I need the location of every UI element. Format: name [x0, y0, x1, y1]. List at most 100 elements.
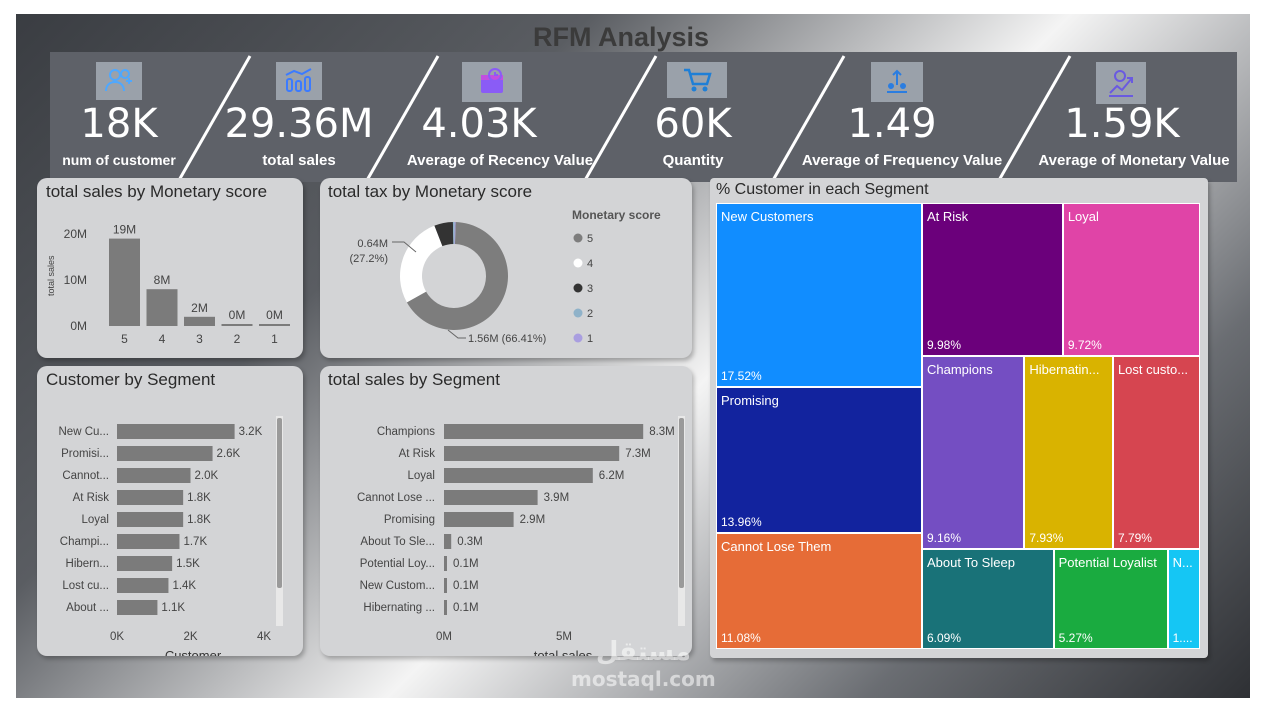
chart-title: total sales by Segment — [328, 370, 500, 389]
y-tick-label: 0M — [70, 319, 87, 333]
treemap-value: 11.08% — [721, 630, 761, 645]
legend-label: 2 — [587, 308, 593, 320]
treemap-value: 9.98% — [926, 337, 962, 352]
kpi-card-customers[interactable]: 18K num of customer — [50, 52, 188, 182]
panel-sales-by-segment[interactable]: total sales by Segment Champions 8.3M At R… — [320, 366, 692, 656]
pie-slice — [452, 222, 455, 245]
legend-label: 5 — [587, 233, 593, 245]
treemap-tile[interactable]: N... 1.... — [1167, 549, 1200, 649]
kpi-label: num of customer — [62, 152, 176, 168]
bar — [117, 600, 158, 615]
kpi-card-frequency[interactable]: 1.49 Average of Frequency Value — [802, 52, 1002, 182]
y-tick-label: Hibern... — [66, 558, 109, 570]
treemap-tile[interactable]: Loyal 9.72% — [1062, 203, 1200, 356]
data-label: 7.3M — [625, 448, 651, 460]
treemap-label: Promising — [721, 392, 779, 408]
bar — [117, 578, 169, 593]
panel-sales-by-monetary[interactable]: total sales by Monetary score 0M 10M 20M to… — [37, 178, 303, 358]
treemap-tile[interactable]: Champions 9.16% — [921, 355, 1025, 550]
panel-customer-by-segment[interactable]: Customer by Segment New Cu... 3.2K Promisi… — [37, 366, 303, 656]
data-label: 0.1M — [453, 602, 479, 614]
y-tick-label: At Risk — [399, 448, 436, 460]
treemap-value: 6.09% — [926, 630, 962, 645]
treemap-label: Cannot Lose Them — [721, 538, 832, 554]
x-axis-label: total sales — [534, 648, 593, 656]
treemap-value: 17.52% — [721, 368, 762, 383]
bar — [444, 534, 452, 549]
kpi-value: 60K — [654, 101, 732, 147]
treemap-label: Potential Loyalist — [1058, 555, 1157, 571]
treemap-value: 13.96% — [721, 514, 762, 529]
data-label: 2.6K — [217, 448, 241, 460]
kpi-label: Quantity — [662, 152, 724, 169]
bar — [184, 316, 215, 326]
pie-slice — [434, 222, 454, 247]
treemap-value: 7.79% — [1117, 531, 1152, 546]
treemap-tile[interactable]: Lost custo... 7.79% — [1112, 355, 1200, 550]
kpi-label: total sales — [262, 152, 336, 169]
treemap-label: About To Sleep — [926, 555, 1015, 571]
calendar-clock-icon — [462, 62, 522, 102]
y-tick-label: Champi... — [60, 536, 109, 548]
treemap-label: Champions — [926, 361, 993, 377]
bar — [444, 512, 514, 527]
legend-label: 1 — [587, 333, 593, 345]
kpi-value: 29.36M — [224, 101, 374, 147]
kpi-label: Average of Monetary Value — [1038, 152, 1230, 169]
treemap-value: 5.27% — [1058, 630, 1093, 645]
treemap-tile[interactable]: New Customers 17.52% — [716, 203, 922, 387]
panel-customer-pct-segment[interactable]: % Customer in each Segment New Customers… — [710, 178, 1208, 658]
bar — [117, 512, 184, 527]
watermark-arabic: مستقل — [595, 637, 691, 667]
treemap-tile[interactable]: At Risk 9.98% — [921, 203, 1063, 356]
y-tick-label: Champions — [377, 426, 435, 438]
bar — [444, 578, 447, 593]
kpi-card-monetary[interactable]: 1.59K Average of Monetary Value — [1034, 52, 1230, 182]
data-label: 0.64M — [357, 238, 388, 250]
treemap-label: New Customers — [721, 209, 814, 224]
chart-title: % Customer in each Segment — [716, 181, 929, 198]
treemap-tile[interactable]: About To Sleep 6.09% — [921, 549, 1054, 649]
y-tick-label: Cannot... — [62, 470, 109, 482]
leader-line — [447, 329, 466, 339]
users-icon — [96, 62, 142, 100]
bar — [117, 490, 184, 505]
chart-sales-by-segment: Champions 8.3M At Risk 7.3M Loyal 6.2M Cannot … — [357, 416, 685, 656]
legend-title: Monetary score — [572, 208, 661, 222]
y-axis-label: total sales — [46, 255, 56, 296]
data-label: 0.1M — [453, 580, 479, 592]
chart-title: total sales by Monetary score — [46, 182, 268, 201]
scrollbar-thumb — [679, 418, 684, 588]
kpi-card-recency[interactable]: 4.03K Average of Recency Value — [407, 52, 593, 182]
data-label: 1.1K — [161, 602, 185, 614]
chart-title: Customer by Segment — [46, 370, 216, 389]
kpi-card-total-sales[interactable]: 29.36M total sales — [220, 52, 378, 182]
y-tick-label: Promisi... — [61, 448, 109, 460]
legend-marker — [573, 333, 583, 343]
bar — [117, 446, 213, 461]
panel-tax-by-monetary[interactable]: total tax by Monetary score 0.64M (27.2%)… — [320, 178, 692, 358]
data-label: 8.3M — [649, 426, 675, 438]
chart-title: total tax by Monetary score — [328, 182, 533, 201]
y-tick-label: About ... — [66, 602, 109, 614]
treemap-tile[interactable]: Promising 13.96% — [716, 386, 922, 533]
y-tick-label: About To Sle... — [360, 536, 435, 548]
x-tick-label: 4K — [257, 631, 271, 643]
treemap-tile[interactable]: Potential Loyalist 5.27% — [1053, 549, 1168, 649]
x-tick-label: 5M — [556, 631, 572, 643]
x-tick-label: 4 — [159, 332, 166, 346]
kpi-bar: 18K num of customer 29.36M total sales 4… — [50, 52, 1237, 182]
legend-marker — [573, 283, 583, 293]
data-label: 3.9M — [544, 492, 570, 504]
treemap-value: 1.... — [1172, 630, 1193, 645]
treemap-tile[interactable]: Hibernatin... 7.93% — [1024, 355, 1113, 550]
y-tick-label: Lost cu... — [62, 580, 109, 592]
chart-customer-by-segment: New Cu... 3.2K Promisi... 2.6K Cannot... 2.0K… — [59, 416, 283, 656]
kpi-card-quantity[interactable]: 60K Quantity — [638, 52, 748, 182]
bar — [117, 424, 235, 439]
kpi-value: 4.03K — [421, 101, 537, 147]
data-label: 1.7K — [183, 536, 207, 548]
bar — [444, 446, 620, 461]
treemap-tile[interactable]: Cannot Lose Them 11.08% — [716, 532, 922, 649]
